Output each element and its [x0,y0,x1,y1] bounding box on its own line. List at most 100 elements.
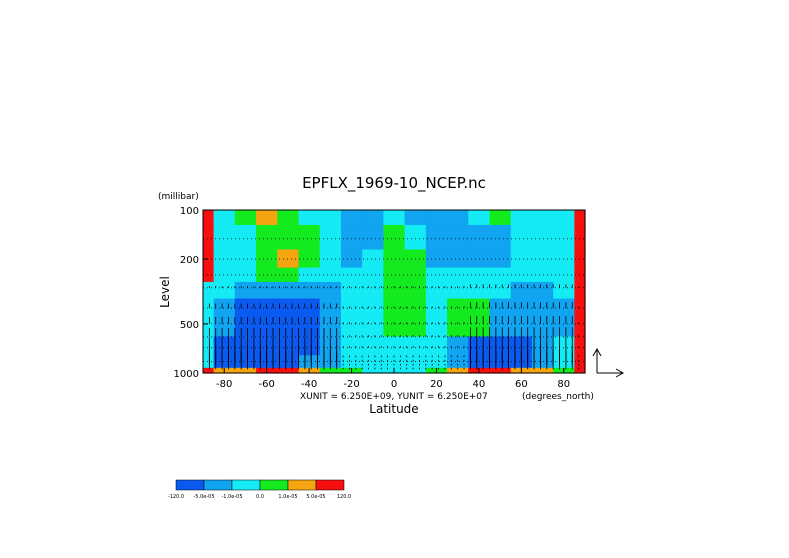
field-cell [277,281,300,299]
x-tick-label: -20 [343,379,359,390]
field-cell [510,266,533,282]
colorbar: -120.0 -5.0e-05 -1.0e-05 0.0 1.0e-05 5.0e-05 1… [168,479,351,500]
field-cell [234,367,257,374]
field-cell [234,224,257,250]
field-cell [362,316,384,337]
field-cell [340,335,363,356]
field-cell [489,335,512,356]
field-cell [234,316,257,337]
field-cell [404,335,427,356]
field-cell [256,224,278,250]
field-cell [447,224,469,250]
field-cell [213,266,236,282]
field-cell [510,210,533,225]
x-tick-label: -60 [258,379,274,390]
colorbar-label: -1.0e-05 [222,494,243,500]
field-cell [404,210,427,225]
field-cell [531,354,554,368]
field-cell [319,266,342,282]
field-cell [531,210,554,225]
field-cell [340,297,363,317]
field-cell [574,367,586,374]
field-cell [510,248,533,268]
field-cell [553,224,575,250]
field-cell [531,316,554,337]
field-cell [553,210,575,225]
field-cell [553,335,575,356]
field-cell [468,281,491,299]
x-tick-label: 0 [391,379,397,390]
field-cell [298,224,321,250]
field-cell [510,316,533,337]
field-cell [213,316,236,337]
field-cell [404,248,427,268]
field-cell [213,335,236,356]
field-cell [340,248,363,268]
field-cell [298,297,321,317]
field-cell [489,354,512,368]
field-cell [213,248,236,268]
field-cell [234,248,257,268]
field-cell [425,266,448,282]
field-cell [489,210,512,225]
field-cell [319,281,342,299]
y-axis-label: Level [158,276,172,308]
field-cell [298,316,321,337]
field-cell [298,266,321,282]
field-cell [531,281,554,299]
contour-field [203,210,586,374]
field-cell [298,354,321,368]
field-cell [531,297,554,317]
field-cell [553,297,575,317]
field-cell [256,281,278,299]
field-cell [298,248,321,268]
field-cell [213,281,236,299]
field-cell [447,210,469,225]
colorbar-swatch [203,479,233,491]
field-cell [340,281,363,299]
field-cell [383,266,406,282]
field-cell [489,248,512,268]
field-cell [298,335,321,356]
field-cell [234,335,257,356]
field-cell [234,210,257,225]
field-cell [234,266,257,282]
field-cell [362,248,384,268]
field-cell [425,224,448,250]
field-cell [489,281,512,299]
x-axis-label: Latitude [369,402,418,416]
field-cell [383,281,406,299]
field-cell [256,266,278,282]
field-cell [404,297,427,317]
field-cell [383,224,406,250]
y-tick-label: 500 [180,320,199,331]
field-cell [234,297,257,317]
field-cell [383,335,406,356]
field-cell [425,316,448,337]
field-cell [362,297,384,317]
field-cell [277,297,300,317]
flux-vector-layer [208,284,580,370]
field-cell [447,281,469,299]
field-cell [574,248,586,268]
field-cell [468,335,491,356]
field-cell [383,248,406,268]
y-units-label: (millibar) [158,192,199,202]
field-cell [277,266,300,282]
chart-title: EPFLX_1969-10_NCEP.nc [302,174,486,193]
field-cell [425,354,448,368]
field-cell [447,316,469,337]
field-cell [203,354,215,368]
field-cell [383,210,406,225]
field-cell [362,210,384,225]
field-cell [574,297,586,317]
colorbar-swatch [287,479,317,491]
field-cell [277,210,300,225]
field-cell [425,248,448,268]
field-cell [256,210,278,225]
field-cell [404,281,427,299]
x-tick-label: 80 [557,379,570,390]
x-tick-label: 20 [430,379,443,390]
field-cell [203,316,215,337]
axis-ticks: -80 -60 -40 -20 0 20 40 60 80 100 200 500 1000 [174,206,571,390]
